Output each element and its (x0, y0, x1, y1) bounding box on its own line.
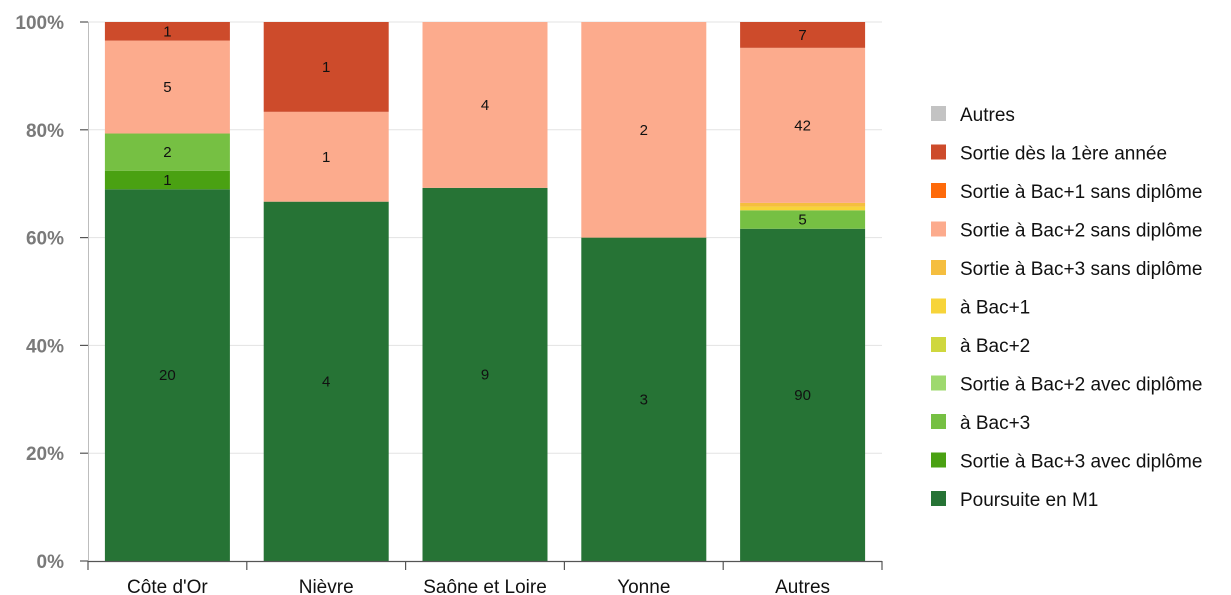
legend-label[interactable]: Sortie à Bac+2 avec diplôme (960, 375, 1202, 396)
x-tick-label: Saône et Loire (423, 577, 547, 595)
axes: 0% 20% 40% 60% 80% 100% Côte d'Or Nièvre Saône e… (15, 13, 883, 595)
bar-segment[interactable] (263, 22, 389, 112)
bar-segment[interactable] (581, 237, 707, 561)
bar-segment[interactable] (104, 22, 230, 41)
bar-segment[interactable] (740, 206, 866, 211)
legend-swatch[interactable] (931, 221, 946, 237)
legend: Autres Sortie dès la 1ère année Sortie à B… (931, 105, 1202, 511)
legend-swatch[interactable] (931, 414, 946, 429)
x-tick-label: Autres (775, 577, 830, 595)
legend-swatch[interactable] (931, 337, 946, 352)
data-label: 1 (163, 23, 171, 40)
bar-segment[interactable] (263, 111, 389, 202)
data-label: 5 (163, 79, 171, 96)
legend-label[interactable]: Autres (960, 105, 1015, 126)
legend-swatch[interactable] (931, 298, 946, 314)
y-tick-label: 20% (26, 444, 64, 465)
legend-swatch[interactable] (931, 144, 946, 160)
data-label: 2 (163, 144, 171, 161)
y-tick-label: 60% (26, 229, 64, 250)
data-label: 9 (481, 366, 489, 383)
bar-segment[interactable] (740, 228, 866, 561)
bar-segment[interactable] (104, 170, 230, 190)
data-label: 7 (798, 27, 806, 44)
legend-swatch[interactable] (931, 375, 946, 391)
data-label: 20 (159, 367, 176, 384)
legend-swatch[interactable] (931, 106, 946, 121)
legend-label[interactable]: à Bac+1 (960, 298, 1030, 319)
data-label: 1 (322, 149, 330, 166)
legend-label[interactable]: Sortie à Bac+1 sans diplôme (960, 182, 1202, 203)
data-label: 42 (794, 117, 811, 134)
x-tick-label: Yonne (617, 577, 670, 595)
data-label: 2 (640, 122, 648, 139)
legend-swatch[interactable] (931, 260, 946, 275)
data-label: 4 (481, 97, 489, 114)
bar-segment[interactable] (104, 133, 230, 171)
legend-label[interactable]: Poursuite en M1 (960, 490, 1098, 511)
y-tick-label: 100% (15, 13, 64, 34)
data-label: 3 (640, 391, 648, 408)
bar-segment[interactable] (740, 202, 866, 207)
data-label: 1 (322, 59, 330, 76)
y-tick-label: 0% (37, 552, 65, 573)
x-tick-label: Nièvre (299, 577, 354, 595)
y-tick-label: 40% (26, 336, 64, 357)
x-tick-label: Côte d'Or (127, 577, 208, 595)
legend-label[interactable]: Sortie à Bac+3 avec diplôme (960, 452, 1202, 473)
bar-segment[interactable] (104, 189, 230, 561)
bar-segment[interactable] (104, 40, 230, 134)
legend-swatch[interactable] (931, 491, 946, 506)
legend-label[interactable]: à Bac+3 (960, 413, 1030, 434)
data-labels: 20 1 2 5 1 4 1 1 9 4 3 2 90 5 42 7 (159, 23, 811, 408)
bar-segment[interactable] (422, 187, 548, 561)
bars (104, 22, 866, 561)
legend-label[interactable]: à Bac+2 (960, 336, 1030, 357)
data-label: 5 (798, 212, 806, 229)
legend-swatch[interactable] (931, 183, 946, 198)
legend-label[interactable]: Sortie à Bac+2 sans diplôme (960, 221, 1202, 242)
legend-label[interactable]: Sortie à Bac+3 sans diplôme (960, 259, 1202, 280)
bar-segment[interactable] (740, 210, 866, 229)
bar-segment[interactable] (263, 201, 389, 561)
data-label: 1 (163, 172, 171, 189)
bar-segment[interactable] (581, 22, 707, 238)
bar-segment[interactable] (740, 47, 866, 203)
bar-segment[interactable] (422, 22, 548, 188)
data-label: 90 (794, 387, 811, 404)
bar-segment[interactable] (740, 22, 866, 48)
legend-label[interactable]: Sortie dès la 1ère année (960, 144, 1167, 165)
legend-swatch[interactable] (931, 452, 946, 468)
data-label: 4 (322, 373, 330, 390)
y-tick-label: 80% (26, 121, 64, 142)
